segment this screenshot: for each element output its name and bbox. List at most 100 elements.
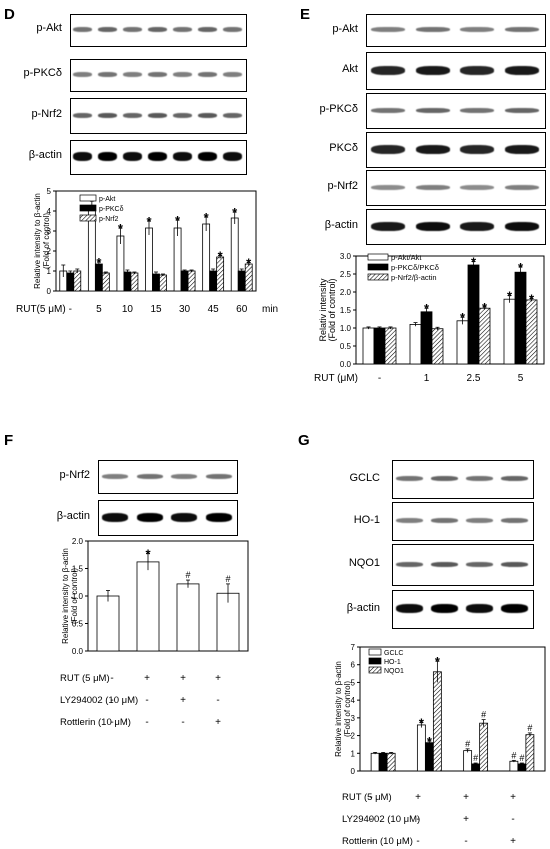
- blot-band-e-6-1: [371, 221, 406, 231]
- legend-swatch-p-Nrf2: [79, 214, 97, 222]
- treatment-g-sign: +: [510, 836, 516, 847]
- x-tick-label-e: 2.5: [466, 373, 481, 384]
- blot-band-d-1-6: [198, 27, 217, 32]
- significance-mark: *: [460, 310, 466, 325]
- blot-band-e-3-1: [371, 107, 406, 113]
- y-tick-label: 2: [351, 732, 356, 741]
- blot-label-d-3: p-Nrf2: [31, 108, 62, 120]
- significance-mark: *: [518, 260, 524, 275]
- blot-band-d-4-4: [148, 152, 167, 161]
- blot-band-e-1-3: [460, 27, 495, 32]
- x-tick-label-d: 10: [121, 304, 133, 315]
- x-tick-label-d: 5: [96, 304, 102, 315]
- treatment-f-sign: -: [181, 717, 185, 728]
- blot-band-e-5-4: [504, 184, 539, 190]
- bar-p-Nrf2/β-actin-5: [525, 299, 538, 365]
- y-axis-label: (Fold of control): [343, 681, 352, 737]
- blot-band-d-3-6: [198, 112, 217, 118]
- blot-band-f-2-1: [102, 512, 129, 522]
- blot-band-g-4-4: [501, 604, 528, 613]
- significance-mark: *: [145, 547, 151, 562]
- legend-swatch-p-PKCδ: [79, 204, 97, 212]
- x-tick-label-e: 5: [517, 373, 524, 384]
- blot-label-d-2: p-PKCδ: [23, 67, 62, 79]
- bar-p-Akt/Akt-2.5: [456, 320, 469, 365]
- blot-band-d-2-7: [223, 72, 242, 77]
- significance-mark: #: [465, 739, 470, 749]
- y-tick-label: 4: [47, 207, 52, 216]
- blot-band-d-1-3: [123, 27, 142, 32]
- blot-band-d-2-3: [123, 72, 142, 77]
- blot-band-g-4-1: [396, 604, 423, 613]
- blot-band-d-4-7: [223, 152, 242, 161]
- bar-p-Akt/Akt-5: [503, 298, 516, 365]
- significance-mark: *: [175, 213, 181, 228]
- bar-p-PKCδ/PKCδ-2.5: [467, 264, 480, 365]
- panel-letter-g: G: [298, 432, 310, 449]
- treatment-f-sign: +: [180, 695, 186, 706]
- y-tick-label: 0.0: [340, 360, 352, 368]
- blot-band-e-3-2: [415, 107, 450, 113]
- bar-p-Nrf2-10: [130, 272, 139, 292]
- blot-band-g-4-2: [431, 604, 458, 613]
- unit-label-d: min: [262, 304, 279, 315]
- bar-p-PKCδ-15: [152, 273, 160, 292]
- blot-band-e-6-3: [460, 221, 495, 231]
- significance-mark: *: [507, 289, 513, 304]
- significance-mark: #: [185, 570, 190, 580]
- blot-band-g-4-3: [466, 604, 493, 613]
- treatment-f-sign: -: [145, 695, 149, 706]
- blot-label-e-2: Akt: [342, 63, 358, 75]
- treatment-f-sign: -: [145, 717, 149, 728]
- blot-band-e-1-4: [504, 27, 539, 32]
- blot-label-g-3: NQO1: [348, 557, 380, 569]
- legend-label: p-Akt/Akt: [391, 253, 422, 262]
- significance-mark: *: [419, 715, 425, 730]
- bar-p-PKCδ-10: [123, 271, 132, 292]
- bar-p-PKCδ--: [66, 272, 75, 292]
- blot-band-d-2-6: [198, 72, 217, 77]
- bar-p-Nrf2/β-actin-1: [431, 328, 444, 365]
- bar-p-PKCδ-45: [209, 270, 218, 292]
- y-tick-label: 1.5: [340, 306, 352, 315]
- blot-band-d-3-1: [73, 112, 92, 118]
- blot-band-d-1-5: [173, 27, 192, 32]
- blot-band-g-2-3: [466, 518, 493, 523]
- blot-band-d-1-2: [98, 27, 117, 32]
- x-tick-label-d: 15: [150, 304, 162, 315]
- panel-letter-d: D: [4, 6, 15, 23]
- bar-p-Nrf2-2: [136, 561, 160, 652]
- blot-band-e-6-2: [415, 221, 450, 231]
- legend-label: HO-1: [384, 659, 401, 666]
- bar-p-Akt-10: [116, 235, 125, 292]
- bar-p-PKCδ-60: [237, 270, 246, 292]
- y-axis-label: (Fold of control): [42, 213, 51, 269]
- x-tick-label-d: -: [68, 304, 72, 315]
- y-axis-label: Relativ intensity: [318, 278, 328, 342]
- legend-swatch-GCLC: [368, 648, 382, 656]
- treatment-g-sign: -: [369, 836, 373, 847]
- blot-band-e-5-1: [371, 184, 406, 190]
- blot-band-e-1-2: [415, 27, 450, 32]
- bar-p-Nrf2-5: [101, 272, 110, 292]
- y-axis-label: (Fold of control): [70, 568, 79, 624]
- blot-band-e-6-4: [504, 221, 539, 231]
- blot-band-d-4-2: [98, 152, 117, 161]
- blot-band-d-4-1: [73, 152, 92, 161]
- blot-band-g-2-2: [431, 518, 458, 523]
- blot-label-e-5: p-Nrf2: [327, 180, 358, 192]
- blot-band-d-2-5: [173, 72, 192, 77]
- bar-GCLC-2: [416, 724, 426, 772]
- y-axis-label: (Fold of control): [327, 278, 337, 341]
- bar-p-Akt-30: [173, 227, 182, 292]
- chart-g: 0 1 2 3 4 5 6 7 Relative intensity to β-actin (Fo…: [334, 643, 546, 775]
- y-tick-label: 7: [351, 643, 356, 652]
- blot-band-f-2-2: [136, 512, 163, 522]
- treatment-g-sign: +: [415, 792, 421, 803]
- blot-band-d-4-3: [123, 152, 142, 161]
- treatment-f-sign: -: [110, 717, 114, 728]
- y-tick-label: 0.0: [72, 647, 84, 656]
- significance-mark: *: [427, 734, 433, 749]
- treatment-g-sign: +: [463, 792, 469, 803]
